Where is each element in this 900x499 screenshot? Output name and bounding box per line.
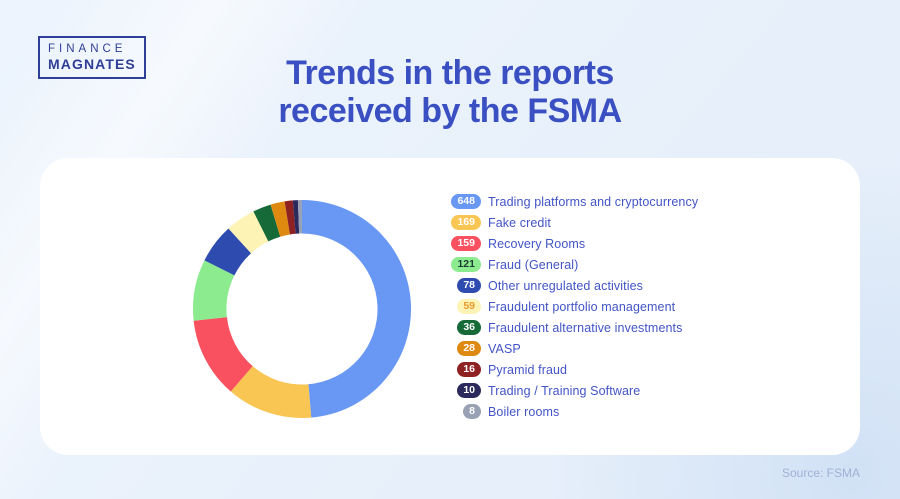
legend-label: Fake credit xyxy=(488,215,551,230)
legend-label: Fraudulent alternative investments xyxy=(488,320,683,335)
donut-slice-10 xyxy=(292,200,300,234)
finance-magnates-logo: FINANCE MAGNATES xyxy=(38,36,146,80)
legend-label: VASP xyxy=(488,341,521,356)
legend-item: 10 Trading / Training Software xyxy=(445,380,698,401)
legend-label: Fraudulent portfolio management xyxy=(488,299,676,314)
legend-badge-column: 121 xyxy=(445,257,481,272)
legend-value-badge: 16 xyxy=(457,362,481,377)
legend-item: 16 Pyramid fraud xyxy=(445,359,698,380)
legend-item: 78 Other unregulated activities xyxy=(445,275,698,296)
legend-label: Boiler rooms xyxy=(488,404,560,419)
donut-slice-4 xyxy=(192,260,235,321)
donut-slice-7 xyxy=(253,204,281,242)
donut-slice-9 xyxy=(284,200,296,235)
page-title-line1: Trends in the reports xyxy=(286,54,614,92)
legend-item: 121 Fraud (General) xyxy=(445,254,698,275)
legend-badge-column: 169 xyxy=(445,215,481,230)
legend-label: Trading platforms and cryptocurrency xyxy=(488,194,699,209)
donut-slice-3 xyxy=(193,317,253,392)
legend-badge-column: 36 xyxy=(445,320,481,335)
page-title-line2: received by the FSMA xyxy=(278,92,622,131)
logo-text-finance: FINANCE xyxy=(48,43,127,55)
donut-slice-8 xyxy=(270,201,290,237)
legend-label: Fraud (General) xyxy=(488,257,579,272)
legend-badge-column: 59 xyxy=(445,299,481,314)
legend-label: Recovery Rooms xyxy=(488,236,586,251)
legend-label: Trading / Training Software xyxy=(488,383,641,398)
legend-badge-column: 16 xyxy=(445,362,481,377)
donut-slice-11 xyxy=(297,200,302,234)
legend-label: Other unregulated activities xyxy=(488,278,643,293)
legend-value-badge: 159 xyxy=(451,236,481,251)
legend-badge-column: 10 xyxy=(445,383,481,398)
legend-item: 648 Trading platforms and cryptocurrency xyxy=(445,191,698,212)
legend-value-badge: 169 xyxy=(451,215,481,230)
donut-slice-5 xyxy=(204,228,252,276)
logo-text-magnates: MAGNATES xyxy=(48,56,136,73)
legend-item: 36 Fraudulent alternative investments xyxy=(445,317,698,338)
legend-badge-column: 8 xyxy=(445,404,481,419)
legend-badge-column: 78 xyxy=(445,278,481,293)
page-title: Trends in the reports received by the FS… xyxy=(0,54,900,131)
legend-value-badge: 10 xyxy=(457,383,481,398)
legend-value-badge: 36 xyxy=(457,320,481,335)
legend-item: 169 Fake credit xyxy=(445,212,698,233)
donut-slice-6 xyxy=(228,211,269,254)
donut-chart xyxy=(192,200,412,419)
legend-value-badge: 121 xyxy=(451,257,481,272)
legend-badge-column: 28 xyxy=(445,341,481,356)
legend-item: 59 Fraudulent portfolio management xyxy=(445,296,698,317)
donut-slice-1 xyxy=(302,200,412,418)
legend-value-badge: 78 xyxy=(457,278,481,293)
chart-card: 648 Trading platforms and cryptocurrency 1… xyxy=(40,158,860,455)
source-credit: Source: FSMA xyxy=(781,466,860,480)
legend-item: 159 Recovery Rooms xyxy=(445,233,698,254)
legend-label: Pyramid fraud xyxy=(488,362,568,377)
chart-legend: 648 Trading platforms and cryptocurrency 1… xyxy=(445,191,698,422)
legend-value-badge: 648 xyxy=(451,194,481,209)
legend-item: 28 VASP xyxy=(445,338,698,359)
legend-badge-column: 159 xyxy=(445,236,481,251)
donut-slice-2 xyxy=(230,366,312,419)
legend-badge-column: 648 xyxy=(445,194,481,209)
legend-item: 8 Boiler rooms xyxy=(445,401,698,422)
legend-value-badge: 28 xyxy=(457,341,481,356)
legend-value-badge: 8 xyxy=(463,404,481,419)
legend-value-badge: 59 xyxy=(457,299,481,314)
